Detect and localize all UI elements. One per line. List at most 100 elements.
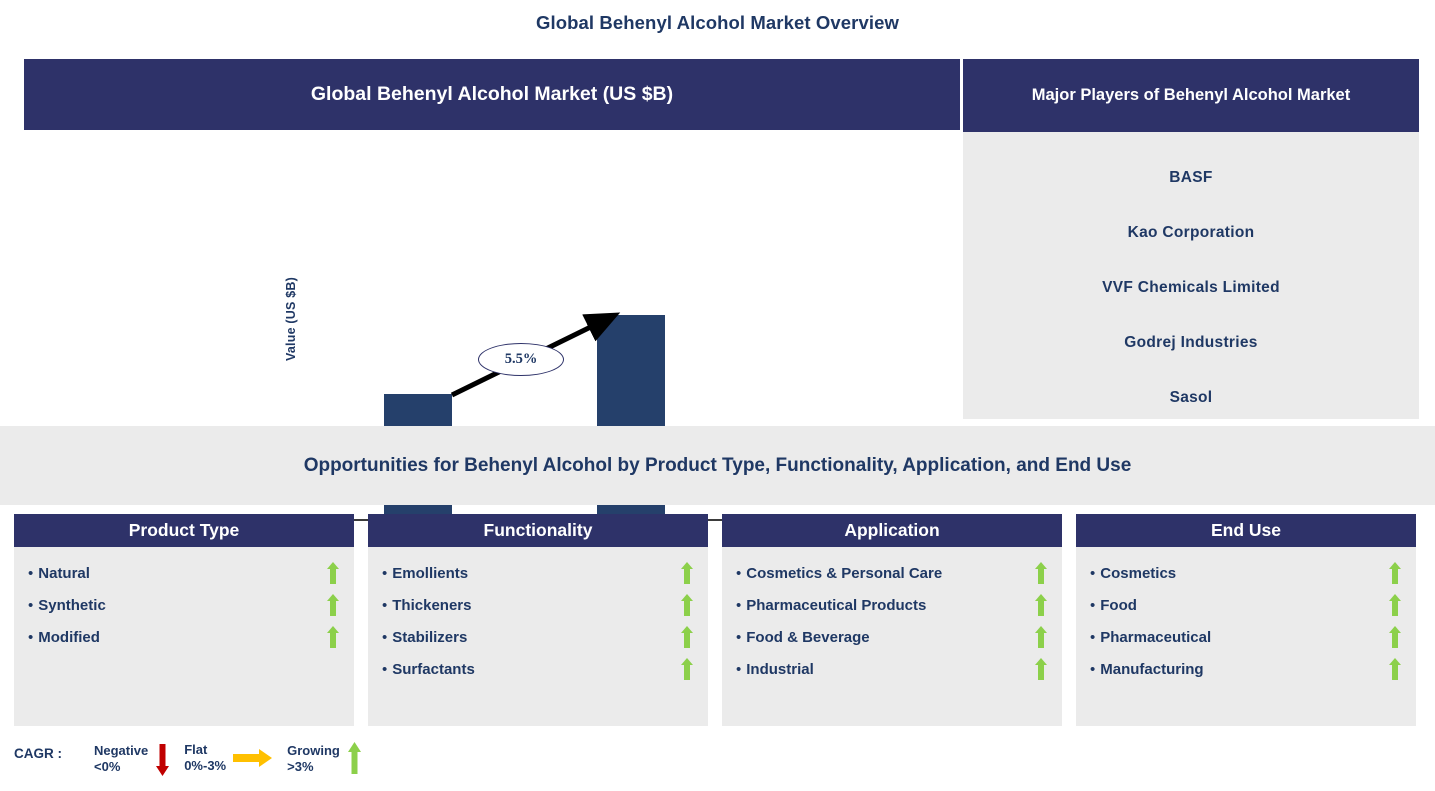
arrow-up-green-icon — [681, 626, 693, 648]
list-item: BASF — [1169, 169, 1213, 186]
arrow-up-green-icon — [347, 742, 361, 774]
bullet-icon: • — [1090, 660, 1096, 678]
list-item-label: Pharmaceutical Products — [746, 596, 927, 614]
chart-panel-header: Global Behenyl Alcohol Market (US $B) — [24, 59, 960, 130]
card-functionality: Functionality • Emollients • Thickeners … — [368, 514, 708, 726]
bullet-icon: • — [382, 564, 388, 582]
arrow-up-green-icon — [327, 562, 339, 584]
major-players-header: Major Players of Behenyl Alcohol Market — [963, 59, 1419, 132]
legend-name: Negative — [94, 742, 149, 758]
bullet-icon: • — [28, 564, 34, 582]
list-item-label: Natural — [38, 564, 90, 582]
legend-name: Flat — [184, 742, 208, 757]
list-item: • Cosmetics — [1090, 557, 1402, 589]
major-players-title: Major Players of Behenyl Alcohol Market — [1031, 85, 1351, 104]
list-item: • Modified — [28, 621, 340, 653]
bullet-icon: • — [382, 628, 388, 646]
legend-text-negative: Negative <0% — [94, 743, 148, 776]
list-item: • Thickeners — [382, 589, 694, 621]
card-body-end-use: • Cosmetics • Food • Pharmaceutical • Ma… — [1076, 547, 1416, 726]
list-item-label: Stabilizers — [392, 628, 468, 646]
card-title: Product Type — [128, 520, 240, 540]
list-item: • Cosmetics & Personal Care — [736, 557, 1048, 589]
cagr-bubble-text: 5.5% — [504, 351, 538, 367]
card-header-application: Application — [722, 514, 1062, 547]
legend-entry-growing: Growing >3% — [287, 742, 362, 776]
list-item: • Emollients — [382, 557, 694, 589]
major-players-panel: Major Players of Behenyl Alcohol Market … — [963, 59, 1419, 419]
page-title: Global Behenyl Alcohol Market Overview — [536, 12, 899, 33]
cagr-legend: CAGR : Negative <0% Flat 0%-3% Growing >… — [14, 742, 376, 782]
card-body-functionality: • Emollients • Thickeners • Stabilizers … — [368, 547, 708, 726]
cagr-legend-label: CAGR : — [14, 746, 62, 761]
card-header-end-use: End Use — [1076, 514, 1416, 547]
opportunities-title: Opportunities for Behenyl Alcohol by Pro… — [303, 454, 1132, 476]
list-item-label: Cosmetics & Personal Care — [746, 564, 943, 582]
cagr-bubble: 5.5% — [478, 343, 564, 376]
legend-range: 0%-3% — [184, 758, 227, 774]
arrow-up-green-icon — [1389, 594, 1401, 616]
legend-entry-flat: Flat 0%-3% — [184, 742, 273, 775]
list-item: Sasol — [1169, 389, 1213, 406]
list-item-label: Thickeners — [392, 596, 472, 614]
legend-entry-negative: Negative <0% — [94, 742, 170, 776]
bullet-icon: • — [1090, 564, 1096, 582]
legend-text-flat: Flat 0%-3% — [184, 742, 226, 775]
list-item: • Stabilizers — [382, 621, 694, 653]
list-item: Godrej Industries — [1124, 334, 1258, 351]
list-item: • Natural — [28, 557, 340, 589]
card-body-product-type: • Natural • Synthetic • Modified — [14, 547, 354, 726]
major-players-list: BASF Kao Corporation VVF Chemicals Limit… — [963, 132, 1419, 425]
arrow-right-yellow-icon — [233, 749, 273, 768]
card-title: End Use — [1210, 520, 1282, 540]
card-header-functionality: Functionality — [368, 514, 708, 547]
bullet-icon: • — [28, 596, 34, 614]
arrow-down-red-icon — [156, 744, 170, 776]
list-item-label: Synthetic — [38, 596, 106, 614]
list-item: • Industrial — [736, 653, 1048, 685]
card-body-application: • Cosmetics & Personal Care • Pharmaceut… — [722, 547, 1062, 726]
bullet-icon: • — [736, 596, 742, 614]
list-item-label: Industrial — [746, 660, 814, 678]
chart-panel-title: Global Behenyl Alcohol Market (US $B) — [310, 83, 674, 105]
bullet-icon: • — [736, 564, 742, 582]
arrow-up-green-icon — [1389, 658, 1401, 680]
list-item: • Surfactants — [382, 653, 694, 685]
card-end-use: End Use • Cosmetics • Food • Pharmaceuti… — [1076, 514, 1416, 726]
bar-chart: Value (US $B) 2024 2031 5.5% Source : Lu… — [24, 130, 960, 547]
arrow-up-green-icon — [327, 626, 339, 648]
list-item-label: Food — [1100, 596, 1137, 614]
category-cards-row: Product Type • Natural • Synthetic • Mod… — [14, 514, 1424, 726]
bullet-icon: • — [382, 596, 388, 614]
arrow-up-green-icon — [681, 658, 693, 680]
card-header-product-type: Product Type — [14, 514, 354, 547]
bullet-icon: • — [1090, 628, 1096, 646]
arrow-up-green-icon — [1035, 594, 1047, 616]
bullet-icon: • — [736, 660, 742, 678]
legend-range: >3% — [287, 759, 314, 774]
bullet-icon: • — [1090, 596, 1096, 614]
list-item-label: Emollients — [392, 564, 469, 582]
arrow-up-green-icon — [1035, 562, 1047, 584]
arrow-up-green-icon — [327, 594, 339, 616]
list-item: • Food & Beverage — [736, 621, 1048, 653]
opportunities-banner: Opportunities for Behenyl Alcohol by Pro… — [0, 426, 1435, 505]
card-product-type: Product Type • Natural • Synthetic • Mod… — [14, 514, 354, 726]
arrow-up-green-icon — [1389, 562, 1401, 584]
bullet-icon: • — [28, 628, 34, 646]
arrow-up-green-icon — [1035, 626, 1047, 648]
card-title: Functionality — [483, 520, 593, 540]
arrow-up-green-icon — [681, 594, 693, 616]
arrow-up-green-icon — [1389, 626, 1401, 648]
legend-name: Growing — [287, 742, 340, 758]
list-item: VVF Chemicals Limited — [1102, 279, 1280, 296]
list-item-label: Surfactants — [392, 660, 475, 678]
card-title: Application — [844, 520, 940, 540]
list-item: • Pharmaceutical Products — [736, 589, 1048, 621]
list-item: • Synthetic — [28, 589, 340, 621]
list-item: • Manufacturing — [1090, 653, 1402, 685]
list-item: • Pharmaceutical — [1090, 621, 1402, 653]
card-application: Application • Cosmetics & Personal Care … — [722, 514, 1062, 726]
legend-range: <0% — [94, 759, 121, 774]
list-item: • Food — [1090, 589, 1402, 621]
